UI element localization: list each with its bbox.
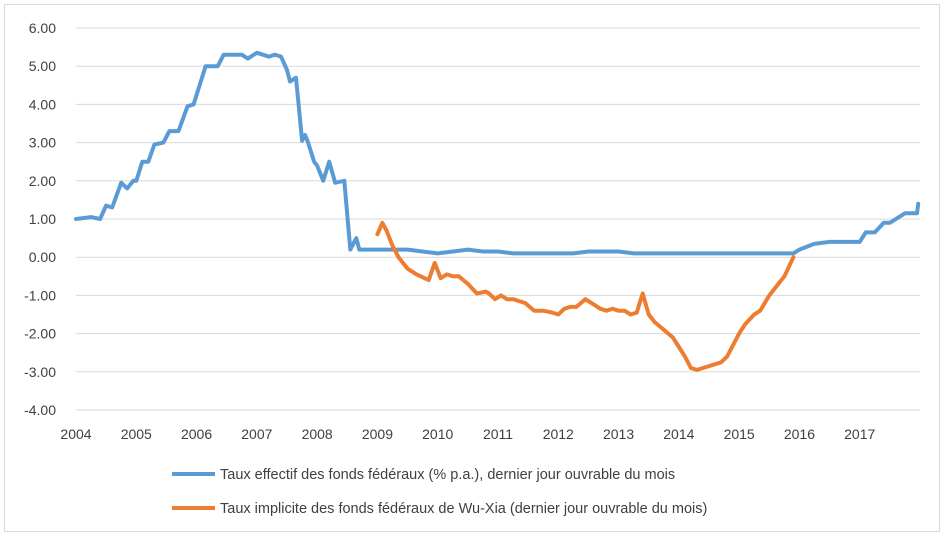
series-line-2: [375, 220, 796, 372]
x-tick-label: 2004: [60, 426, 91, 442]
chart-frame: [4, 4, 940, 532]
y-tick-label: 4.00: [29, 96, 56, 112]
y-tick-label: -3.00: [24, 364, 56, 380]
y-tick-label: -1.00: [24, 287, 56, 303]
x-tick-label: 2014: [663, 426, 694, 442]
x-tick-label: 2005: [121, 426, 152, 442]
y-tick-label: 0.00: [29, 249, 56, 265]
x-tick-label: 2008: [302, 426, 333, 442]
legend-label-2: Taux implicite des fonds fédéraux de Wu-…: [220, 501, 707, 517]
y-tick-label: 3.00: [29, 135, 56, 151]
y-tick-label: -4.00: [24, 402, 56, 418]
x-tick-label: 2010: [422, 426, 453, 442]
legend-label-1: Taux effectif des fonds fédéraux (% p.a.…: [220, 467, 675, 483]
x-tick-label: 2013: [603, 426, 634, 442]
x-tick-label: 2006: [181, 426, 212, 442]
y-tick-label: -2.00: [24, 326, 56, 342]
x-tick-label: 2015: [724, 426, 755, 442]
x-tick-label: 2011: [483, 426, 513, 442]
y-tick-label: 6.00: [29, 20, 56, 36]
x-tick-label: 2016: [784, 426, 815, 442]
x-tick-label: 2017: [844, 426, 875, 442]
y-tick-label: 1.00: [29, 211, 56, 227]
x-tick-label: 2009: [362, 426, 393, 442]
y-tick-label: 2.00: [29, 173, 56, 189]
series-line-1: [74, 50, 921, 256]
x-tick-label: 2012: [543, 426, 574, 442]
x-tick-label: 2007: [241, 426, 272, 442]
y-tick-label: 5.00: [29, 58, 56, 74]
